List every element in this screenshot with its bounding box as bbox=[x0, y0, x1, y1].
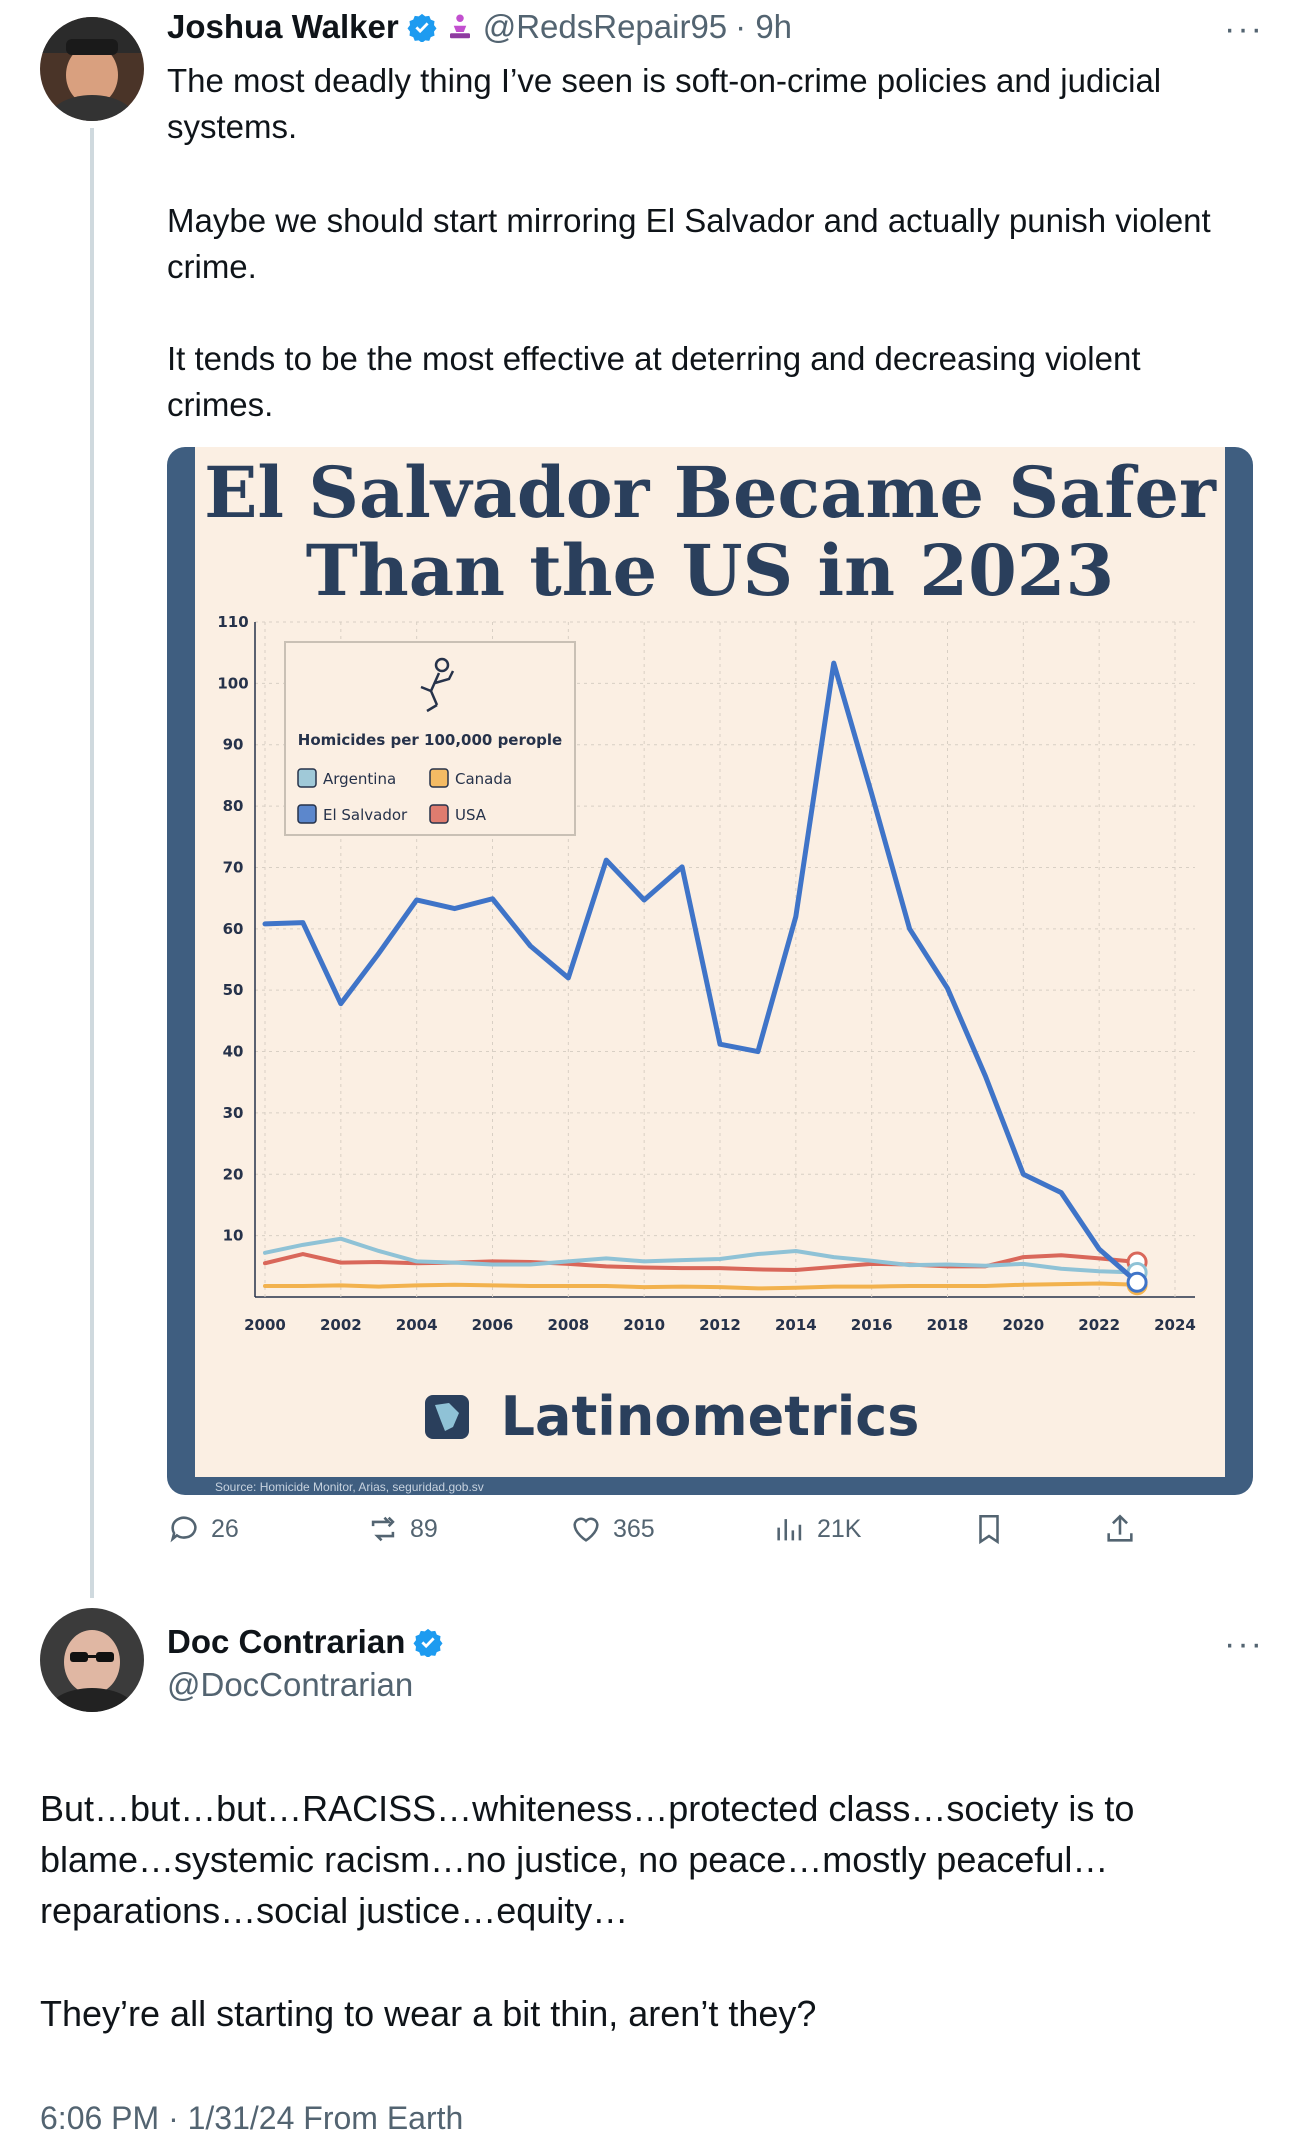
x-tick-label: 2006 bbox=[472, 1316, 514, 1334]
y-tick-label: 60 bbox=[223, 920, 244, 938]
chart-source-strip: Source: Homicide Monitor, Arias, segurid… bbox=[195, 1477, 1225, 1495]
y-tick-label: 30 bbox=[223, 1104, 244, 1122]
brand-wordmark: Latinometrics bbox=[501, 1385, 920, 1448]
tweet-text-3: It tends to be the most effective at det… bbox=[167, 340, 1150, 423]
bookmark-icon bbox=[979, 1514, 999, 1545]
chalk-outline-icon bbox=[420, 657, 455, 713]
reply-author-handle[interactable]: @DocContrarian bbox=[167, 1666, 414, 1703]
y-tick-label: 70 bbox=[223, 858, 244, 876]
views-button[interactable]: 21K bbox=[773, 1512, 861, 1546]
series-line-argentina bbox=[263, 1236, 1140, 1275]
x-tick-label: 2024 bbox=[1154, 1316, 1196, 1334]
reply-timestamp[interactable]: 6:06 PM · 1/31/24 From Earth bbox=[40, 2100, 464, 2136]
thread-connector-line bbox=[90, 128, 94, 1598]
series-line-canada bbox=[263, 1281, 1140, 1291]
tweet-text-2: Maybe we should start mirroring El Salva… bbox=[167, 202, 1220, 285]
chart-background: El Salvador Became Safer Than the US in … bbox=[195, 447, 1225, 1477]
legend-swatch bbox=[429, 804, 449, 824]
legend-label: Argentina bbox=[323, 770, 396, 788]
x-tick-label: 2016 bbox=[851, 1316, 893, 1334]
y-tick-label: 40 bbox=[223, 1043, 244, 1061]
more-icon[interactable]: ··· bbox=[1224, 10, 1264, 48]
reply-icon bbox=[170, 1516, 197, 1543]
x-tick-label: 2018 bbox=[927, 1316, 969, 1334]
legend-label: El Salvador bbox=[323, 806, 408, 824]
x-tick-label: 2002 bbox=[320, 1316, 362, 1334]
chart-title-line1: El Salvador Became Safer bbox=[204, 451, 1217, 534]
reply-button[interactable]: 26 bbox=[167, 1512, 239, 1546]
legend-label: USA bbox=[455, 806, 487, 824]
reply-author-name[interactable]: Doc Contrarian bbox=[167, 1623, 406, 1660]
y-tick-label: 50 bbox=[223, 981, 244, 999]
reply-header: Doc Contrarian bbox=[167, 1623, 443, 1661]
y-tick-label: 10 bbox=[223, 1227, 244, 1245]
like-count: 365 bbox=[613, 1514, 655, 1543]
reply-avatar-image bbox=[40, 1608, 144, 1712]
series-end-marker-el-salvador bbox=[1126, 1271, 1148, 1293]
legend-swatch bbox=[429, 768, 449, 788]
x-tick-label: 2008 bbox=[547, 1316, 589, 1334]
repost-count: 89 bbox=[410, 1514, 438, 1543]
avatar-image bbox=[40, 17, 144, 121]
repost-icon bbox=[371, 1516, 395, 1542]
x-tick-label: 2012 bbox=[699, 1316, 741, 1334]
views-count: 21K bbox=[817, 1514, 862, 1543]
x-tick-label: 2010 bbox=[623, 1316, 665, 1334]
legend-swatch bbox=[297, 804, 317, 824]
author-name[interactable]: Joshua Walker bbox=[167, 8, 399, 45]
legend-swatch bbox=[297, 768, 317, 788]
views-icon bbox=[777, 1519, 802, 1541]
legend-title: Homicides per 100,000 perople bbox=[298, 731, 562, 749]
chart-title-line2: Than the US in 2023 bbox=[306, 529, 1114, 612]
x-tick-label: 2022 bbox=[1078, 1316, 1120, 1334]
reply-text-1: But…but…but…RACISS…whiteness…protected c… bbox=[40, 1788, 1145, 1931]
brand-logo-icon bbox=[425, 1395, 469, 1439]
y-tick-label: 100 bbox=[217, 674, 248, 692]
legend-label: Canada bbox=[455, 770, 512, 788]
y-tick-label: 90 bbox=[223, 736, 244, 754]
tweet-media-card[interactable]: El Salvador Became Safer Than the US in … bbox=[167, 447, 1253, 1495]
share-button[interactable] bbox=[1103, 1512, 1137, 1546]
verified-badge-icon bbox=[413, 1628, 443, 1657]
person-kneeling-icon bbox=[449, 14, 470, 39]
tweet-text-1: The most deadly thing I’ve seen is soft-… bbox=[167, 62, 1171, 145]
x-tick-label: 2020 bbox=[1002, 1316, 1044, 1334]
y-tick-label: 20 bbox=[223, 1165, 244, 1183]
author-handle[interactable]: @RedsRepair95 bbox=[482, 8, 728, 45]
like-icon bbox=[573, 1517, 599, 1542]
x-tick-label: 2000 bbox=[244, 1316, 286, 1334]
series-line-el-salvador bbox=[262, 660, 1140, 1285]
y-tick-label: 110 bbox=[217, 613, 248, 631]
x-tick-label: 2014 bbox=[775, 1316, 817, 1334]
chart-legend: Homicides per 100,000 perople Argentina C… bbox=[284, 641, 576, 836]
tweet-time[interactable]: · 9h bbox=[735, 8, 793, 45]
reply-author-avatar[interactable] bbox=[40, 1608, 144, 1712]
reply-more-icon[interactable]: ··· bbox=[1224, 1625, 1264, 1663]
repost-button[interactable]: 89 bbox=[366, 1512, 438, 1546]
y-tick-label: 80 bbox=[223, 797, 244, 815]
author-avatar[interactable] bbox=[40, 17, 144, 121]
reply-text-2: They’re all starting to wear a bit thin,… bbox=[40, 1993, 817, 2034]
verified-badge-icon bbox=[407, 13, 437, 42]
like-button[interactable]: 365 bbox=[569, 1512, 655, 1546]
reply-count: 26 bbox=[211, 1514, 239, 1543]
x-tick-label: 2004 bbox=[396, 1316, 438, 1334]
homicide-line-chart: El Salvador Became Safer Than the US in … bbox=[204, 451, 1217, 1448]
tweet-header: Joshua Walker @RedsRepair95 · 9h bbox=[167, 8, 792, 46]
bookmark-button[interactable] bbox=[972, 1512, 1006, 1546]
share-icon bbox=[1107, 1514, 1133, 1542]
chart-source: Source: Homicide Monitor, Arias, segurid… bbox=[215, 1480, 484, 1494]
